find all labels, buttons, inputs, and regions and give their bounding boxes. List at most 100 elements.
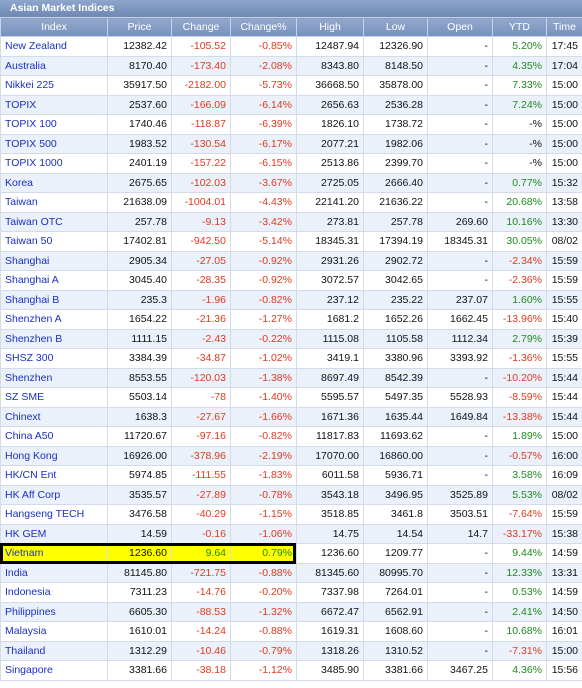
cell-open: - bbox=[427, 426, 493, 447]
cell-price: 3535.57 bbox=[107, 484, 172, 505]
cell-index[interactable]: Korea bbox=[0, 172, 108, 193]
cell-index[interactable]: HK Aff Corp bbox=[0, 484, 108, 505]
indices-table: Index Price Change Change% High Low Open… bbox=[0, 17, 582, 681]
cell-pct: -0.88% bbox=[230, 621, 297, 642]
cell-price: 17402.81 bbox=[107, 231, 172, 252]
cell-index[interactable]: TOPIX 100 bbox=[0, 114, 108, 135]
cell-price: 2675.65 bbox=[107, 172, 172, 193]
cell-change: -378.96 bbox=[171, 445, 231, 466]
cell-index[interactable]: TOPIX 500 bbox=[0, 133, 108, 154]
cell-index[interactable]: Taiwan 50 bbox=[0, 231, 108, 252]
table-row: Shanghai A 3045.40 -28.35 -0.92% 3072.57 3042… bbox=[0, 270, 582, 291]
cell-low: 8542.39 bbox=[363, 367, 428, 388]
cell-index[interactable]: HK/CN Ent bbox=[0, 465, 108, 486]
column-header-open[interactable]: Open bbox=[427, 17, 493, 37]
cell-index[interactable]: HK GEM bbox=[0, 523, 108, 544]
cell-index[interactable]: China A50 bbox=[0, 426, 108, 447]
cell-time: 14:59 bbox=[546, 543, 582, 564]
cell-low: 1738.72 bbox=[363, 114, 428, 135]
cell-change: -97.16 bbox=[171, 426, 231, 447]
cell-high: 2077.21 bbox=[296, 133, 364, 154]
cell-low: 3042.65 bbox=[363, 270, 428, 291]
cell-price: 5974.85 bbox=[107, 465, 172, 486]
cell-low: 3381.66 bbox=[363, 660, 428, 681]
cell-open: 3467.25 bbox=[427, 660, 493, 681]
cell-index[interactable]: Thailand bbox=[0, 640, 108, 661]
cell-index[interactable]: Indonesia bbox=[0, 582, 108, 603]
cell-high: 3518.85 bbox=[296, 504, 364, 525]
cell-price: 11720.67 bbox=[107, 426, 172, 447]
cell-index[interactable]: Shenzhen bbox=[0, 367, 108, 388]
cell-index[interactable]: Nikkei 225 bbox=[0, 75, 108, 96]
column-header-high[interactable]: High bbox=[296, 17, 364, 37]
cell-time: 15:59 bbox=[546, 504, 582, 525]
column-header-index[interactable]: Index bbox=[0, 17, 108, 37]
cell-price: 1638.3 bbox=[107, 406, 172, 427]
table-row: HK/CN Ent 5974.85 -111.55 -1.83% 6011.58 5936… bbox=[0, 465, 582, 486]
table-row: Malaysia 1610.01 -14.24 -0.88% 1619.31 1608.6… bbox=[0, 621, 582, 642]
cell-index[interactable]: New Zealand bbox=[0, 36, 108, 57]
column-header-ytd[interactable]: YTD bbox=[492, 17, 547, 37]
cell-index[interactable]: Vietnam bbox=[0, 543, 108, 564]
cell-index[interactable]: TOPIX bbox=[0, 94, 108, 115]
cell-open: 3393.92 bbox=[427, 348, 493, 369]
cell-index[interactable]: Taiwan bbox=[0, 192, 108, 213]
cell-time: 13:58 bbox=[546, 192, 582, 213]
cell-change: -27.05 bbox=[171, 250, 231, 271]
cell-low: 3380.96 bbox=[363, 348, 428, 369]
table-row: Taiwan 21638.09 -1004.01 -4.43% 22141.20 2163… bbox=[0, 192, 582, 213]
cell-high: 11817.83 bbox=[296, 426, 364, 447]
column-header-price[interactable]: Price bbox=[107, 17, 172, 37]
cell-ytd: -% bbox=[492, 153, 547, 174]
column-header-change-pct[interactable]: Change% bbox=[230, 17, 297, 37]
cell-low: 2902.72 bbox=[363, 250, 428, 271]
cell-time: 15:00 bbox=[546, 133, 582, 154]
cell-pct: -1.40% bbox=[230, 387, 297, 408]
table-row: Thailand 1312.29 -10.46 -0.79% 1318.26 1310.5… bbox=[0, 640, 582, 661]
cell-time: 15:00 bbox=[546, 640, 582, 661]
cell-high: 3485.90 bbox=[296, 660, 364, 681]
cell-index[interactable]: Singapore bbox=[0, 660, 108, 681]
cell-pct: -1.02% bbox=[230, 348, 297, 369]
cell-index[interactable]: India bbox=[0, 562, 108, 583]
cell-index[interactable]: Hangseng TECH bbox=[0, 504, 108, 525]
cell-ytd: -7.31% bbox=[492, 640, 547, 661]
cell-change: -173.40 bbox=[171, 55, 231, 76]
cell-price: 2401.19 bbox=[107, 153, 172, 174]
column-header-change[interactable]: Change bbox=[171, 17, 231, 37]
table-header-row: Index Price Change Change% High Low Open… bbox=[0, 17, 582, 37]
cell-low: 7264.01 bbox=[363, 582, 428, 603]
cell-pct: -0.82% bbox=[230, 289, 297, 310]
cell-ytd: -2.36% bbox=[492, 270, 547, 291]
cell-change: -88.53 bbox=[171, 601, 231, 622]
cell-index[interactable]: Shanghai A bbox=[0, 270, 108, 291]
cell-open: 1649.84 bbox=[427, 406, 493, 427]
cell-pct: -0.82% bbox=[230, 426, 297, 447]
cell-index[interactable]: Australia bbox=[0, 55, 108, 76]
cell-low: 2666.40 bbox=[363, 172, 428, 193]
cell-index[interactable]: Shanghai B bbox=[0, 289, 108, 310]
cell-pct: -5.73% bbox=[230, 75, 297, 96]
cell-open: 18345.31 bbox=[427, 231, 493, 252]
cell-low: 21636.22 bbox=[363, 192, 428, 213]
cell-low: 3461.8 bbox=[363, 504, 428, 525]
cell-index[interactable]: Shenzhen B bbox=[0, 328, 108, 349]
cell-index[interactable]: Philippines bbox=[0, 601, 108, 622]
cell-index[interactable]: SZ SME bbox=[0, 387, 108, 408]
cell-index[interactable]: Hong Kong bbox=[0, 445, 108, 466]
cell-index[interactable]: Chinext bbox=[0, 406, 108, 427]
cell-high: 3419.1 bbox=[296, 348, 364, 369]
table-row: TOPIX 100 1740.46 -118.87 -6.39% 1826.10 1738… bbox=[0, 114, 582, 135]
table-row: China A50 11720.67 -97.16 -0.82% 11817.83 116… bbox=[0, 426, 582, 447]
cell-index[interactable]: TOPIX 1000 bbox=[0, 153, 108, 174]
cell-ytd: 4.35% bbox=[492, 55, 547, 76]
cell-index[interactable]: Shenzhen A bbox=[0, 309, 108, 330]
cell-index[interactable]: SHSZ 300 bbox=[0, 348, 108, 369]
cell-index[interactable]: Malaysia bbox=[0, 621, 108, 642]
cell-index[interactable]: Taiwan OTC bbox=[0, 211, 108, 232]
column-header-low[interactable]: Low bbox=[363, 17, 428, 37]
cell-high: 17070.00 bbox=[296, 445, 364, 466]
cell-high: 1826.10 bbox=[296, 114, 364, 135]
cell-index[interactable]: Shanghai bbox=[0, 250, 108, 271]
column-header-time[interactable]: Time bbox=[546, 17, 582, 37]
